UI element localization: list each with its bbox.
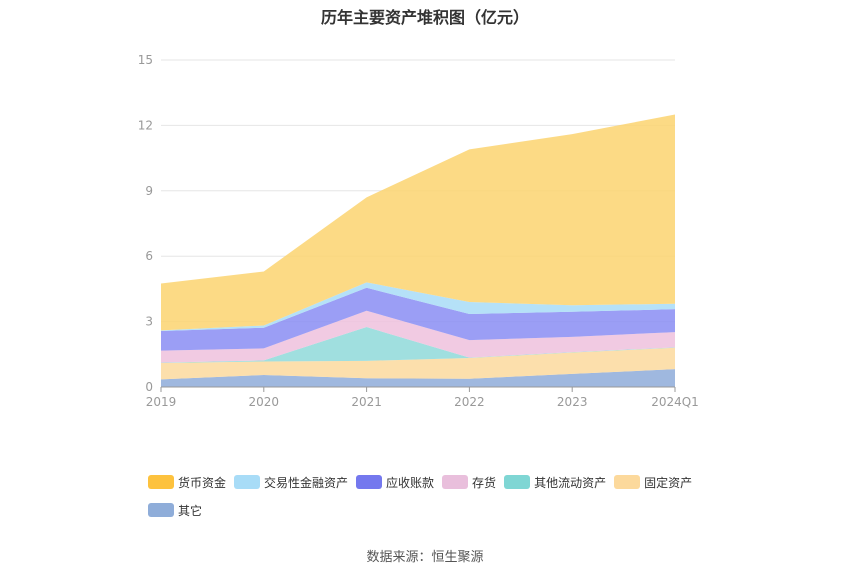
legend-swatch: [504, 475, 531, 489]
legend: 货币资金 交易性金融资产 应收账款 存货 其他流动资产 固定资产其它: [148, 472, 748, 528]
legend-label: 其他流动资产: [534, 475, 607, 490]
legend-item[interactable]: 货币资金: [148, 472, 226, 492]
area-series-0: [161, 369, 675, 387]
legend-swatch: [614, 475, 641, 489]
legend-item[interactable]: 其它: [148, 500, 202, 520]
y-tick-label: 6: [145, 249, 153, 263]
legend-swatch: [442, 475, 469, 489]
legend-item[interactable]: 固定资产: [614, 472, 692, 492]
legend-label: 应收账款: [386, 475, 435, 490]
y-tick-label: 0: [145, 380, 153, 394]
x-tick-label: 2022: [454, 395, 485, 409]
x-tick-label: 2021: [351, 395, 382, 409]
legend-label: 存货: [472, 475, 497, 490]
legend-item[interactable]: 应收账款: [356, 472, 434, 492]
legend-swatch: [148, 475, 174, 489]
legend-swatch: [148, 503, 174, 517]
area-series-4: [161, 287, 675, 351]
legend-item[interactable]: 存货: [442, 472, 496, 492]
legend-label: 货币资金: [178, 475, 227, 490]
chart-title: 历年主要资产堆积图（亿元）: [320, 8, 529, 27]
x-tick-label: 2023: [557, 395, 588, 409]
data-source: 数据来源：恒生聚源: [366, 550, 484, 565]
y-tick-label: 12: [138, 118, 153, 132]
legend-swatch: [234, 475, 261, 489]
legend-label: 固定资产: [644, 475, 693, 490]
area-series-2: [161, 327, 675, 364]
area-series-6: [161, 114, 675, 331]
y-tick-label: 9: [145, 184, 153, 198]
area-series-5: [161, 282, 675, 331]
y-tick-label: 3: [145, 315, 153, 329]
x-tick-label: 2020: [249, 395, 280, 409]
area-series-1: [161, 347, 675, 380]
y-tick-label: 15: [138, 53, 153, 67]
legend-label: 其它: [178, 503, 203, 518]
area-series: [161, 114, 675, 387]
area-series-3: [161, 310, 675, 363]
x-tick-label: 2019: [146, 395, 177, 409]
legend-item[interactable]: 交易性金融资产: [234, 472, 348, 492]
legend-item[interactable]: 其他流动资产: [504, 472, 606, 492]
x-tick-label: 2024Q1: [651, 395, 699, 409]
legend-swatch: [356, 475, 383, 489]
legend-label: 交易性金融资产: [264, 475, 349, 490]
axes: 0 3 6 9 12 15 2019 2020 2021 2022 2023 2024Q1: [138, 53, 699, 409]
